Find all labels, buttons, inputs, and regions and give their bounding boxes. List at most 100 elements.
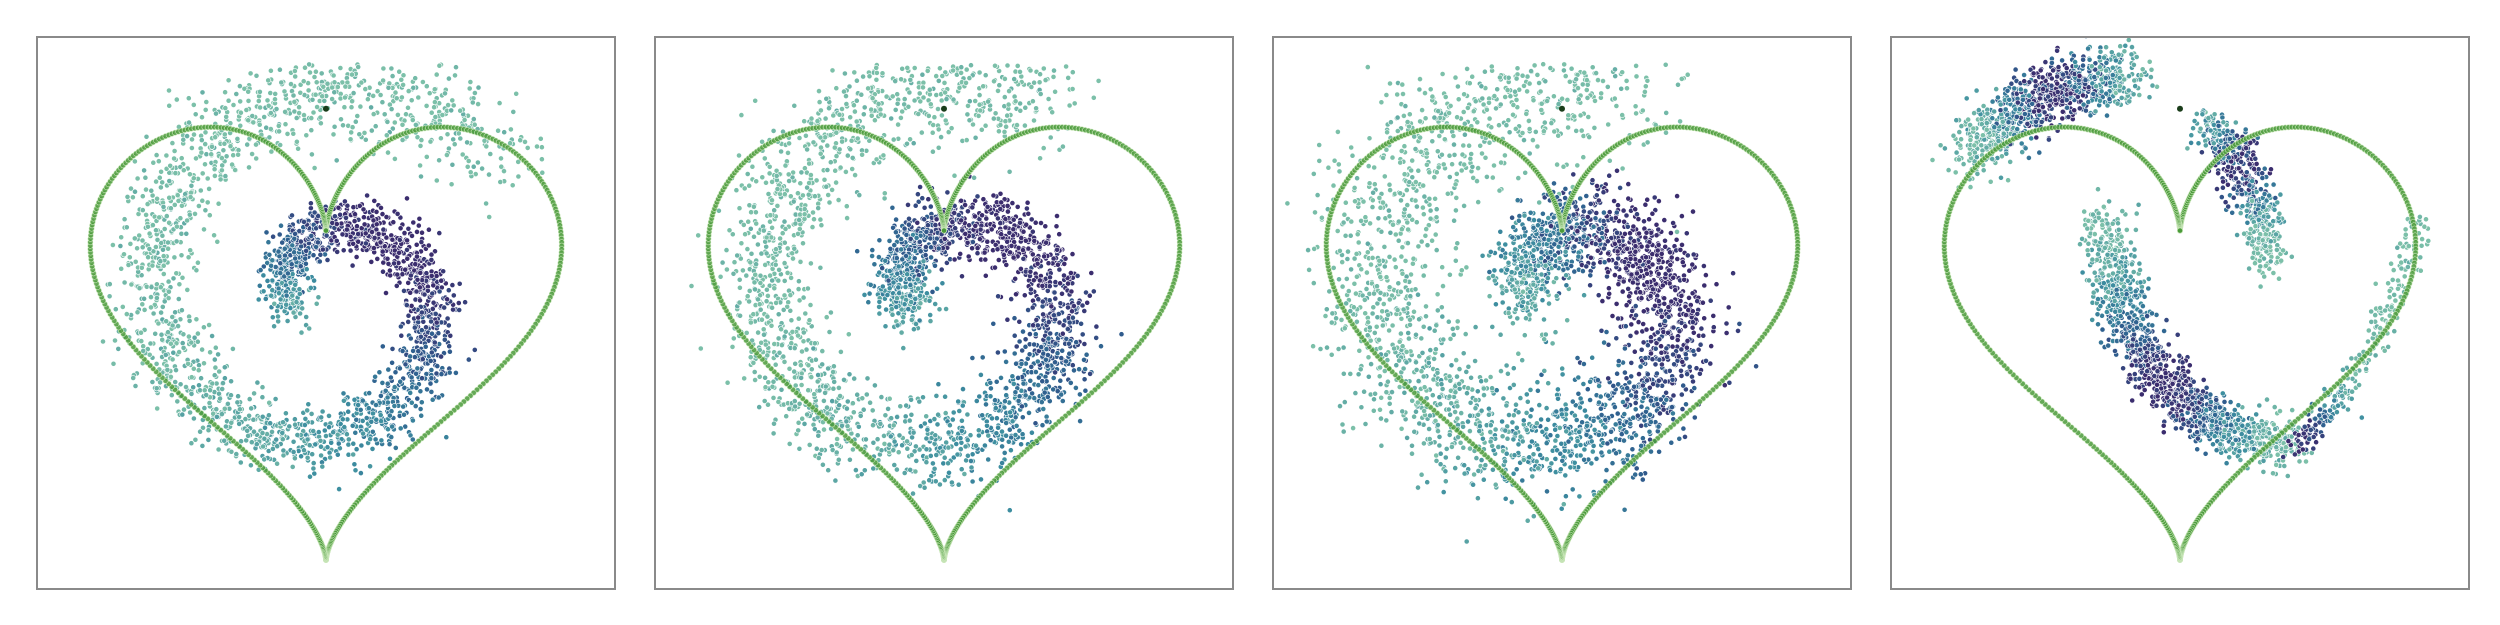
scatter-point: [409, 117, 416, 123]
scatter-point: [397, 225, 404, 232]
scatter-point: [419, 79, 426, 85]
scatter-point: [798, 374, 804, 381]
scatter-point: [174, 192, 181, 199]
scatter-point: [304, 436, 311, 443]
scatter-point: [416, 284, 423, 291]
scatter-point: [796, 400, 803, 407]
scatter-point: [139, 301, 146, 308]
scatter-point: [1035, 374, 1042, 381]
scatter-point: [249, 151, 255, 157]
scatter-point: [350, 204, 357, 211]
scatter-point: [801, 420, 808, 427]
scatter-point: [811, 426, 818, 432]
scatter-point: [802, 132, 809, 139]
scatter-point: [969, 239, 976, 245]
scatter-point: [153, 178, 159, 185]
scatter-point: [345, 408, 352, 415]
scatter-point: [199, 170, 206, 177]
scatter-point: [1045, 96, 1052, 102]
scatter-point: [210, 410, 217, 417]
scatter-point: [1036, 79, 1043, 86]
scatter-point: [333, 157, 340, 164]
scatter-point: [125, 262, 132, 268]
scatter-point: [399, 121, 406, 128]
scatter-point: [150, 159, 157, 166]
scatter-point: [354, 223, 360, 230]
scatter-point: [945, 460, 951, 467]
scatter-point: [756, 373, 763, 380]
scatter-point: [892, 78, 899, 84]
scatter-point: [879, 265, 886, 271]
scatter-point: [461, 117, 468, 123]
scatter-point: [425, 226, 432, 233]
scatter-point: [465, 356, 472, 363]
scatter-point: [963, 137, 970, 143]
scatter-point: [992, 62, 998, 69]
scatter-point: [759, 138, 765, 145]
scatter-point: [368, 127, 375, 134]
scatter-point: [132, 258, 139, 265]
scatter-point: [372, 373, 378, 380]
scatter-plot-2: [688, 62, 1183, 563]
scatter-point: [171, 155, 177, 162]
scatter-point: [223, 114, 230, 120]
scatter-point: [464, 163, 471, 170]
scatter-point: [178, 252, 185, 259]
scatter-point: [119, 303, 126, 310]
scatter-point: [923, 413, 930, 420]
scatter-point: [1032, 219, 1039, 226]
scatter-point: [160, 253, 167, 259]
scatter-point: [1013, 291, 1019, 298]
scatter-point: [203, 392, 210, 398]
scatter-point: [305, 275, 311, 281]
scatter-point: [771, 341, 778, 347]
scatter-point: [213, 406, 220, 413]
scatter-point: [414, 395, 421, 402]
scatter-point: [881, 195, 888, 202]
scatter-point: [783, 413, 790, 420]
scatter-point: [870, 465, 877, 472]
scatter-point: [748, 319, 754, 326]
scatter-point: [826, 199, 833, 206]
scatter-point: [910, 490, 916, 497]
scatter-point: [148, 294, 154, 300]
scatter-point: [202, 129, 209, 136]
scatter-point: [497, 179, 504, 185]
scatter-point: [1031, 117, 1037, 124]
scatter-point: [342, 83, 349, 90]
scatter-point: [311, 277, 317, 284]
scatter-point: [269, 287, 276, 294]
scatter-point: [431, 99, 438, 105]
scatter-point: [976, 101, 983, 108]
scatter-point: [141, 295, 147, 302]
scatter-point: [296, 290, 303, 297]
scatter-point: [837, 164, 844, 171]
scatter-point: [271, 323, 277, 330]
scatter-point: [408, 97, 415, 104]
scatter-point: [921, 204, 928, 211]
scatter-point: [380, 268, 386, 275]
scatter-point: [763, 179, 769, 186]
scatter-point: [385, 84, 392, 91]
scatter-point: [146, 230, 153, 237]
scatter-point: [289, 463, 296, 470]
scatter-point: [440, 268, 447, 275]
scatter-point: [275, 313, 281, 320]
scatter-point: [359, 417, 366, 424]
scatter-point: [389, 423, 395, 430]
scatter-point: [225, 97, 232, 104]
scatter-point: [730, 270, 737, 277]
scatter-point: [341, 424, 348, 430]
scatter-point: [212, 344, 219, 351]
scatter-point: [413, 241, 420, 248]
scatter-point: [307, 473, 313, 480]
heart-boundary: [87, 124, 565, 563]
scatter-point: [409, 417, 416, 424]
scatter-point: [1022, 343, 1029, 350]
scatter-point: [397, 323, 404, 330]
scatter-point: [795, 315, 802, 322]
scatter-point: [745, 218, 752, 225]
scatter-point: [178, 307, 185, 314]
scatter-point: [730, 335, 737, 342]
scatter-point: [940, 460, 947, 467]
